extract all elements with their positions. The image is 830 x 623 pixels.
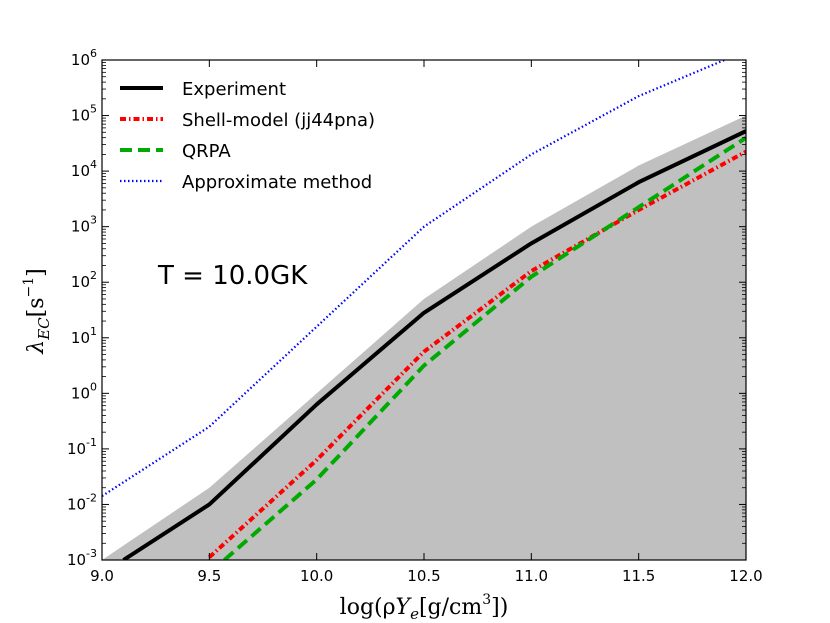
x-tick-label-6: 12.0 — [729, 567, 762, 585]
x-tick-label-1: 9.5 — [197, 567, 221, 585]
y-tick-label-6: 103 — [71, 214, 97, 236]
series-line-experiment — [122, 129, 746, 560]
x-tick-label-4: 11.0 — [515, 567, 548, 585]
y-tick-label-9: 106 — [71, 47, 97, 69]
y-tick-label-4: 101 — [71, 325, 97, 347]
y-tick-label-0: 10-3 — [67, 547, 97, 569]
legend-label-0: Experiment — [182, 79, 286, 100]
x-tick-label-0: 9.0 — [90, 567, 114, 585]
series-line-qrpa — [223, 136, 746, 560]
series-line-approximate-method — [102, 60, 725, 498]
legend-label-1: Shell-model (jj44pna) — [182, 110, 375, 131]
y-axis-label-group: λEC[s−1] — [21, 268, 53, 355]
experiment-uncertainty-band — [102, 115, 746, 560]
y-tick-label-5: 102 — [71, 269, 97, 291]
legend-label-2: QRPA — [182, 141, 231, 162]
legend-label-3: Approximate method — [182, 172, 372, 193]
y-tick-label-1: 10-2 — [67, 491, 97, 513]
legend: Experiment Shell-model (jj44pna) QRPA Appro… — [120, 79, 375, 193]
x-tick-label-2: 10.0 — [300, 567, 333, 585]
x-axis-label: log(ρYe[g/cm3]) — [340, 592, 509, 623]
tick-layer: 9.0 9.5 10.0 10.5 11.0 11.5 12.0 10-3 10-2 10-1 10… — [67, 47, 763, 585]
x-tick-label-3: 10.5 — [407, 567, 440, 585]
y-tick-label-7: 104 — [71, 158, 97, 180]
series-layer — [102, 60, 746, 560]
y-tick-label-2: 10-1 — [67, 436, 97, 458]
y-axis-label: λEC[s−1] — [21, 268, 53, 355]
y-tick-label-3: 100 — [71, 380, 97, 402]
temperature-annotation: T = 10.0GK — [157, 261, 308, 291]
band-layer — [102, 115, 746, 560]
x-tick-label-5: 11.5 — [622, 567, 655, 585]
y-tick-label-8: 105 — [71, 103, 97, 125]
